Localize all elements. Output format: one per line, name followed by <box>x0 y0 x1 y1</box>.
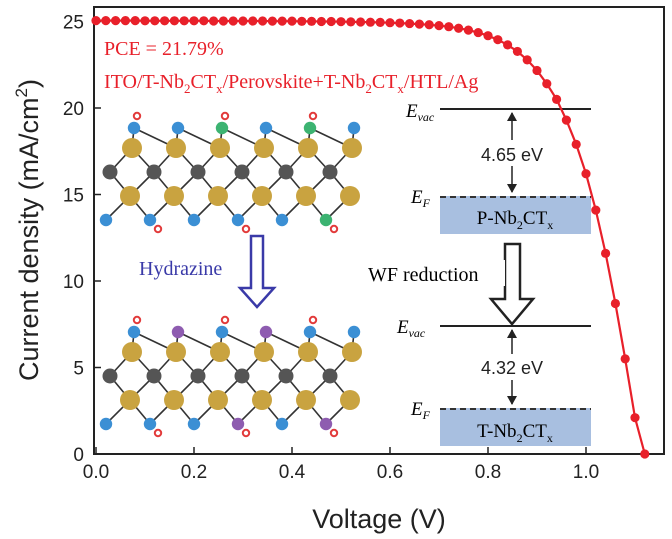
data-point <box>346 17 356 27</box>
data-point <box>169 16 179 26</box>
crystal-structure-bottom <box>99 315 362 438</box>
data-point <box>552 94 562 104</box>
data-point <box>248 16 258 26</box>
data-point <box>483 31 493 41</box>
y-tick-label: 15 <box>63 186 84 207</box>
x-tick-label: 0.2 <box>181 462 207 483</box>
data-point <box>375 17 385 27</box>
data-point <box>365 17 375 27</box>
data-point <box>571 139 581 149</box>
data-point <box>522 55 532 65</box>
data-point <box>414 19 424 29</box>
data-point <box>258 16 268 26</box>
data-point <box>640 449 650 459</box>
data-point <box>630 413 640 423</box>
y-axis-title: Current density (mA/cm2) <box>12 79 44 381</box>
y-tick-label: 0 <box>73 445 84 466</box>
y-tick-label: 5 <box>73 359 84 380</box>
ef-label-top: EF <box>410 187 431 210</box>
hydrazine-label: Hydrazine <box>139 258 222 280</box>
evac-label-top: Evac <box>405 101 435 124</box>
x-tick-label: 0.4 <box>279 462 306 483</box>
data-point <box>267 16 277 26</box>
data-point <box>218 16 228 26</box>
x-axis-title: Voltage (V) <box>312 504 446 534</box>
evac-label-bottom: Evac <box>396 317 426 340</box>
x-tick-label: 0.0 <box>83 462 109 483</box>
x-tick-label: 0.8 <box>475 462 501 483</box>
ef-label-bottom: EF <box>410 399 431 422</box>
data-point <box>512 46 523 57</box>
data-point <box>238 16 248 26</box>
energy-diagram-bottom: Evac 4.32 eV EF T-Nb2CTx <box>396 317 591 446</box>
data-point <box>179 16 189 26</box>
data-point <box>532 65 542 76</box>
material-label-top: P-Nb2CTx <box>477 208 553 232</box>
x-axis-ticks: 0.0 0.2 0.4 0.6 0.8 1.0 <box>83 447 599 483</box>
y-tick-label: 25 <box>63 13 84 34</box>
y-tick-label: 20 <box>63 99 84 120</box>
plot-frame <box>93 6 665 455</box>
gap-label-bottom: 4.32 eV <box>481 358 543 378</box>
data-point <box>561 115 572 125</box>
data-point <box>610 298 621 309</box>
energy-diagram-top: Evac 4.65 eV EF P-Nb2CTx <box>405 101 591 234</box>
data-point <box>326 16 336 27</box>
crystal-bonds <box>105 127 355 221</box>
y-tick-label: 10 <box>63 272 84 293</box>
crystal-atoms <box>99 315 362 438</box>
x-tick-label: 0.6 <box>377 462 403 483</box>
data-point <box>336 17 346 27</box>
data-point <box>101 16 111 26</box>
data-point <box>620 354 630 364</box>
data-point <box>581 169 591 179</box>
data-point <box>542 79 552 89</box>
data-point <box>395 18 405 28</box>
data-point <box>307 16 317 26</box>
data-point <box>424 20 434 30</box>
device-structure-annotation: ITO/T-Nb2CTx/Perovskite+T-Nb2CTx/HTL/Ag <box>104 71 478 96</box>
data-point <box>297 16 307 26</box>
data-point <box>91 16 101 26</box>
pce-annotation: PCE = 21.79% <box>104 38 224 60</box>
data-point <box>601 248 611 258</box>
data-point <box>385 18 395 28</box>
data-point <box>473 27 483 38</box>
wf-reduction-label: WF reduction <box>368 264 479 286</box>
data-point <box>287 16 297 26</box>
y-axis-ticks: 0 5 10 15 20 25 <box>63 13 101 466</box>
data-point <box>140 16 150 26</box>
data-point <box>493 35 503 45</box>
crystal-bonds <box>105 331 355 425</box>
material-label-bottom: T-Nb2CTx <box>477 421 553 445</box>
data-point <box>591 205 601 215</box>
wf-reduction-arrow <box>488 242 536 326</box>
data-point <box>209 16 219 26</box>
crystal-structure-top <box>99 111 362 234</box>
hydrazine-arrow <box>237 234 277 309</box>
data-point <box>199 16 209 26</box>
data-point <box>160 16 170 26</box>
data-point <box>277 16 287 26</box>
x-tick-label: 1.0 <box>573 462 599 483</box>
crystal-atoms <box>99 111 362 234</box>
data-point <box>405 18 415 29</box>
jv-curve-series <box>91 16 650 459</box>
data-point <box>463 25 473 35</box>
data-point <box>189 16 199 26</box>
data-point <box>228 16 238 26</box>
data-point <box>120 16 130 26</box>
data-point <box>454 23 464 33</box>
data-point <box>111 16 121 26</box>
data-point <box>356 17 366 27</box>
gap-label-top: 4.65 eV <box>481 145 543 165</box>
data-point <box>316 16 326 27</box>
data-point <box>150 16 160 26</box>
data-point <box>503 40 513 50</box>
data-point <box>434 21 444 31</box>
data-point <box>130 16 140 26</box>
data-point <box>444 22 454 32</box>
